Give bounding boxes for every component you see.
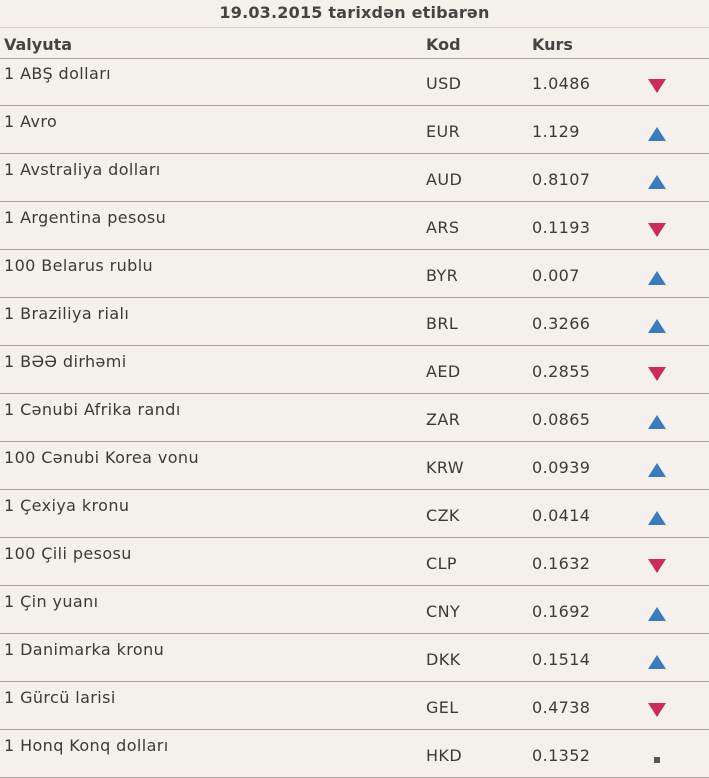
table-row: 1 Avstraliya dolları AUD 0.8107: [0, 154, 709, 202]
exchange-rate: 0.1632: [532, 554, 591, 573]
column-header-currency: Valyuta: [4, 35, 73, 54]
arrow-up-icon: [647, 462, 667, 478]
arrow-down-icon: [647, 558, 667, 574]
currency-code: BRL: [426, 314, 459, 333]
currency-code: ZAR: [426, 410, 461, 429]
currency-code: HKD: [426, 746, 463, 765]
currency-name: 1 Çexiya kronu: [4, 496, 130, 515]
table-header: Valyuta Kod Kurs: [0, 27, 709, 59]
no-change-icon: [647, 750, 667, 766]
exchange-rate: 1.129: [532, 122, 580, 141]
arrow-up-icon: [647, 270, 667, 286]
currency-code: CZK: [426, 506, 460, 525]
currency-name: 1 Avro: [4, 112, 58, 131]
exchange-rate: 0.2855: [532, 362, 591, 381]
table-row: 1 BƏƏ dirhəmi AED 0.2855: [0, 346, 709, 394]
exchange-rate: 0.0414: [532, 506, 591, 525]
table-row: 1 Argentina pesosu ARS 0.1193: [0, 202, 709, 250]
currency-name: 1 Cənubi Afrika randı: [4, 400, 181, 419]
arrow-up-icon: [647, 318, 667, 334]
currency-name: 1 Argentina pesosu: [4, 208, 167, 227]
exchange-rate: 0.3266: [532, 314, 591, 333]
exchange-rate: 0.0939: [532, 458, 591, 477]
exchange-rate: 0.1193: [532, 218, 591, 237]
currency-name: 1 Çin yuanı: [4, 592, 99, 611]
currency-code: GEL: [426, 698, 459, 717]
currency-code: CLP: [426, 554, 457, 573]
currency-code: BYR: [426, 266, 459, 285]
currency-name: 1 BƏƏ dirhəmi: [4, 352, 127, 371]
table-row: 1 Cənubi Afrika randı ZAR 0.0865: [0, 394, 709, 442]
currency-code: DKK: [426, 650, 461, 669]
currency-name: 100 Belarus rublu: [4, 256, 154, 275]
arrow-down-icon: [647, 702, 667, 718]
exchange-rate: 0.007: [532, 266, 580, 285]
currency-code: ARS: [426, 218, 460, 237]
exchange-rate: 0.1514: [532, 650, 591, 669]
table-row: 100 Belarus rublu BYR 0.007: [0, 250, 709, 298]
arrow-down-icon: [647, 222, 667, 238]
exchange-rate: 0.8107: [532, 170, 591, 189]
table-row: 1 Gürcü larisi GEL 0.4738: [0, 682, 709, 730]
rates-table-body: 1 ABŞ dolları USD 1.0486 1 Avro EUR 1.129 1 Av…: [0, 58, 709, 778]
page-title: 19.03.2015 tarixdən etibarən: [219, 3, 490, 22]
column-header-rate: Kurs: [532, 35, 573, 54]
table-row: 1 Danimarka kronu DKK 0.1514: [0, 634, 709, 682]
currency-name: 1 Danimarka kronu: [4, 640, 165, 659]
arrow-up-icon: [647, 174, 667, 190]
exchange-rate: 0.1352: [532, 746, 591, 765]
currency-name: 100 Cənubi Korea vonu: [4, 448, 199, 467]
arrow-down-icon: [647, 78, 667, 94]
table-row: 1 Çin yuanı CNY 0.1692: [0, 586, 709, 634]
arrow-up-icon: [647, 606, 667, 622]
table-row: 100 Çili pesosu CLP 0.1632: [0, 538, 709, 586]
table-row: 1 Çexiya kronu CZK 0.0414: [0, 490, 709, 538]
table-row: 1 Honq Konq dolları HKD 0.1352: [0, 730, 709, 778]
currency-name: 1 Gürcü larisi: [4, 688, 116, 707]
currency-name: 1 Honq Konq dolları: [4, 736, 169, 755]
currency-name: 1 Avstraliya dolları: [4, 160, 161, 179]
currency-code: AED: [426, 362, 461, 381]
exchange-rate: 1.0486: [532, 74, 591, 93]
table-row: 100 Cənubi Korea vonu KRW 0.0939: [0, 442, 709, 490]
currency-code: AUD: [426, 170, 463, 189]
arrow-up-icon: [647, 654, 667, 670]
arrow-down-icon: [647, 366, 667, 382]
exchange-rate: 0.1692: [532, 602, 591, 621]
arrow-up-icon: [647, 126, 667, 142]
currency-code: KRW: [426, 458, 464, 477]
arrow-up-icon: [647, 510, 667, 526]
arrow-up-icon: [647, 414, 667, 430]
column-header-code: Kod: [426, 35, 461, 54]
exchange-rate: 0.0865: [532, 410, 591, 429]
currency-code: EUR: [426, 122, 461, 141]
currency-code: USD: [426, 74, 462, 93]
currency-name: 1 Braziliya rialı: [4, 304, 130, 323]
table-row: 1 ABŞ dolları USD 1.0486: [0, 58, 709, 106]
table-row: 1 Avro EUR 1.129: [0, 106, 709, 154]
currency-name: 1 ABŞ dolları: [4, 64, 112, 83]
currency-code: CNY: [426, 602, 461, 621]
table-row: 1 Braziliya rialı BRL 0.3266: [0, 298, 709, 346]
currency-name: 100 Çili pesosu: [4, 544, 132, 563]
exchange-rate: 0.4738: [532, 698, 591, 717]
